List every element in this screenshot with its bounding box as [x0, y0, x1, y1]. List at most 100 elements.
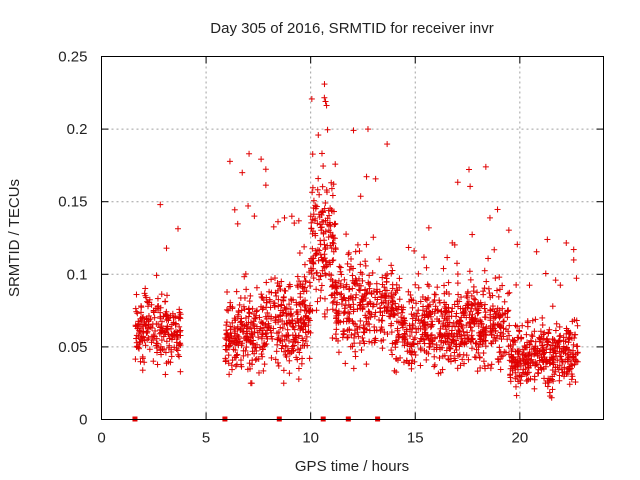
data-point	[360, 329, 367, 336]
data-point	[295, 217, 302, 224]
data-point	[223, 306, 230, 313]
data-point	[387, 322, 394, 329]
data-point	[281, 348, 288, 355]
data-point	[396, 275, 403, 282]
data-point	[250, 341, 257, 348]
data-point	[379, 345, 386, 352]
data-point	[443, 347, 450, 354]
data-point	[426, 301, 433, 308]
data-point	[317, 224, 324, 231]
data-point	[362, 258, 369, 265]
data-point	[349, 277, 356, 284]
data-point	[480, 350, 487, 357]
data-point	[277, 324, 284, 331]
data-point	[151, 314, 158, 321]
data-point	[239, 169, 246, 176]
data-point	[354, 280, 361, 287]
data-point	[329, 334, 336, 341]
data-point	[415, 316, 422, 323]
data-point	[495, 293, 502, 300]
data-point	[259, 330, 266, 337]
data-point	[496, 286, 503, 293]
data-point	[372, 175, 379, 182]
data-point	[171, 344, 178, 351]
data-point	[477, 364, 484, 371]
data-point	[347, 343, 354, 350]
data-point	[259, 294, 266, 301]
data-point	[461, 360, 468, 367]
data-point	[227, 299, 234, 306]
data-point	[295, 333, 302, 340]
data-point	[223, 336, 230, 343]
data-point	[487, 294, 494, 301]
data-point	[325, 227, 332, 234]
data-point	[333, 335, 340, 342]
data-point	[233, 288, 240, 295]
data-point	[272, 356, 279, 363]
data-points	[132, 81, 581, 401]
data-point	[299, 335, 306, 342]
data-point	[313, 250, 320, 257]
data-point	[376, 256, 383, 263]
data-point	[243, 286, 250, 293]
data-point	[430, 298, 437, 305]
data-point	[251, 329, 258, 336]
data-point	[144, 329, 151, 336]
data-point	[326, 219, 333, 226]
data-point	[496, 274, 503, 281]
data-point	[273, 292, 280, 299]
data-point	[348, 293, 355, 300]
data-point	[136, 329, 143, 336]
data-point	[348, 263, 355, 270]
data-point	[453, 260, 460, 267]
data-point	[444, 330, 451, 337]
data-point	[254, 329, 261, 336]
data-point	[133, 343, 140, 350]
data-point	[283, 332, 290, 339]
data-point	[337, 291, 344, 298]
data-point	[386, 313, 393, 320]
data-point	[141, 318, 148, 325]
data-point	[138, 309, 145, 316]
data-point	[236, 338, 243, 345]
data-point	[501, 318, 508, 325]
data-point	[297, 294, 304, 301]
data-point	[434, 316, 441, 323]
data-point	[454, 271, 461, 278]
data-point	[246, 298, 253, 305]
data-point	[342, 308, 349, 315]
data-point	[306, 308, 313, 315]
data-point	[438, 308, 445, 315]
data-point	[274, 341, 281, 348]
data-point	[383, 287, 390, 294]
data-point	[504, 290, 511, 297]
data-point	[322, 199, 329, 206]
data-point	[313, 270, 320, 277]
data-point	[393, 281, 400, 288]
data-point	[506, 322, 513, 329]
data-point	[166, 342, 173, 349]
data-point	[388, 329, 395, 336]
data-point	[322, 98, 329, 105]
data-point	[408, 365, 415, 372]
data-point	[231, 206, 238, 213]
data-point	[333, 289, 340, 296]
data-point	[142, 322, 149, 329]
data-point	[408, 311, 415, 318]
data-point	[381, 329, 388, 336]
data-point	[363, 326, 370, 333]
data-point	[317, 251, 324, 258]
data-point	[351, 334, 358, 341]
data-point	[355, 286, 362, 293]
data-point	[474, 289, 481, 296]
data-point	[449, 336, 456, 343]
data-point	[281, 214, 288, 221]
data-point	[431, 346, 438, 353]
data-point	[274, 330, 281, 337]
data-point	[329, 232, 336, 239]
data-point	[370, 234, 377, 241]
data-point	[332, 279, 339, 286]
data-point	[453, 310, 460, 317]
data-point	[297, 325, 304, 332]
data-point	[483, 278, 490, 285]
